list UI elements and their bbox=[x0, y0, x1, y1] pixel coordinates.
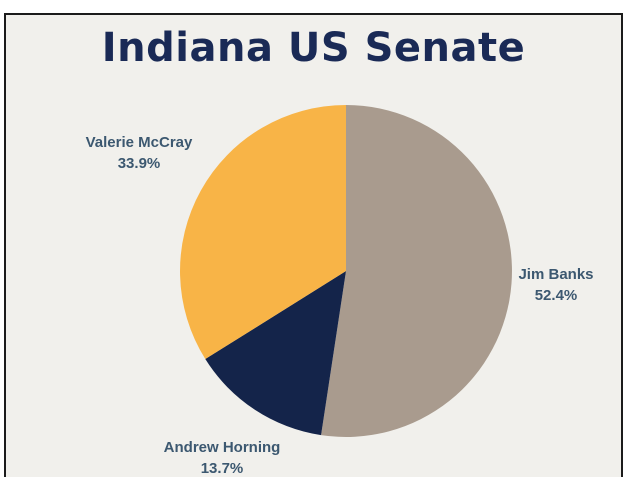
pie-slice-andrew-horning bbox=[205, 271, 346, 436]
chart-title: Indiana US Senate bbox=[101, 25, 526, 71]
slice-label-jim-banks: Jim Banks bbox=[518, 266, 593, 283]
slice-label-valerie-mccray: Valerie McCray bbox=[86, 134, 193, 151]
pie-chart: Jim Banks 52.4% Andrew Horning 13.7% Valerie… bbox=[86, 105, 594, 477]
pie-slice-valerie-mccray bbox=[180, 105, 346, 360]
slice-value-andrew-horning: 13.7% bbox=[201, 460, 244, 477]
slice-value-jim-banks: 52.4% bbox=[535, 287, 578, 304]
slice-value-valerie-mccray: 33.9% bbox=[118, 155, 161, 172]
slice-label-andrew-horning: Andrew Horning bbox=[164, 439, 281, 456]
pie-slice-jim-banks bbox=[321, 105, 512, 438]
chart-frame: Indiana US Senate Jim Banks 52.4% Andrew H… bbox=[4, 13, 623, 477]
